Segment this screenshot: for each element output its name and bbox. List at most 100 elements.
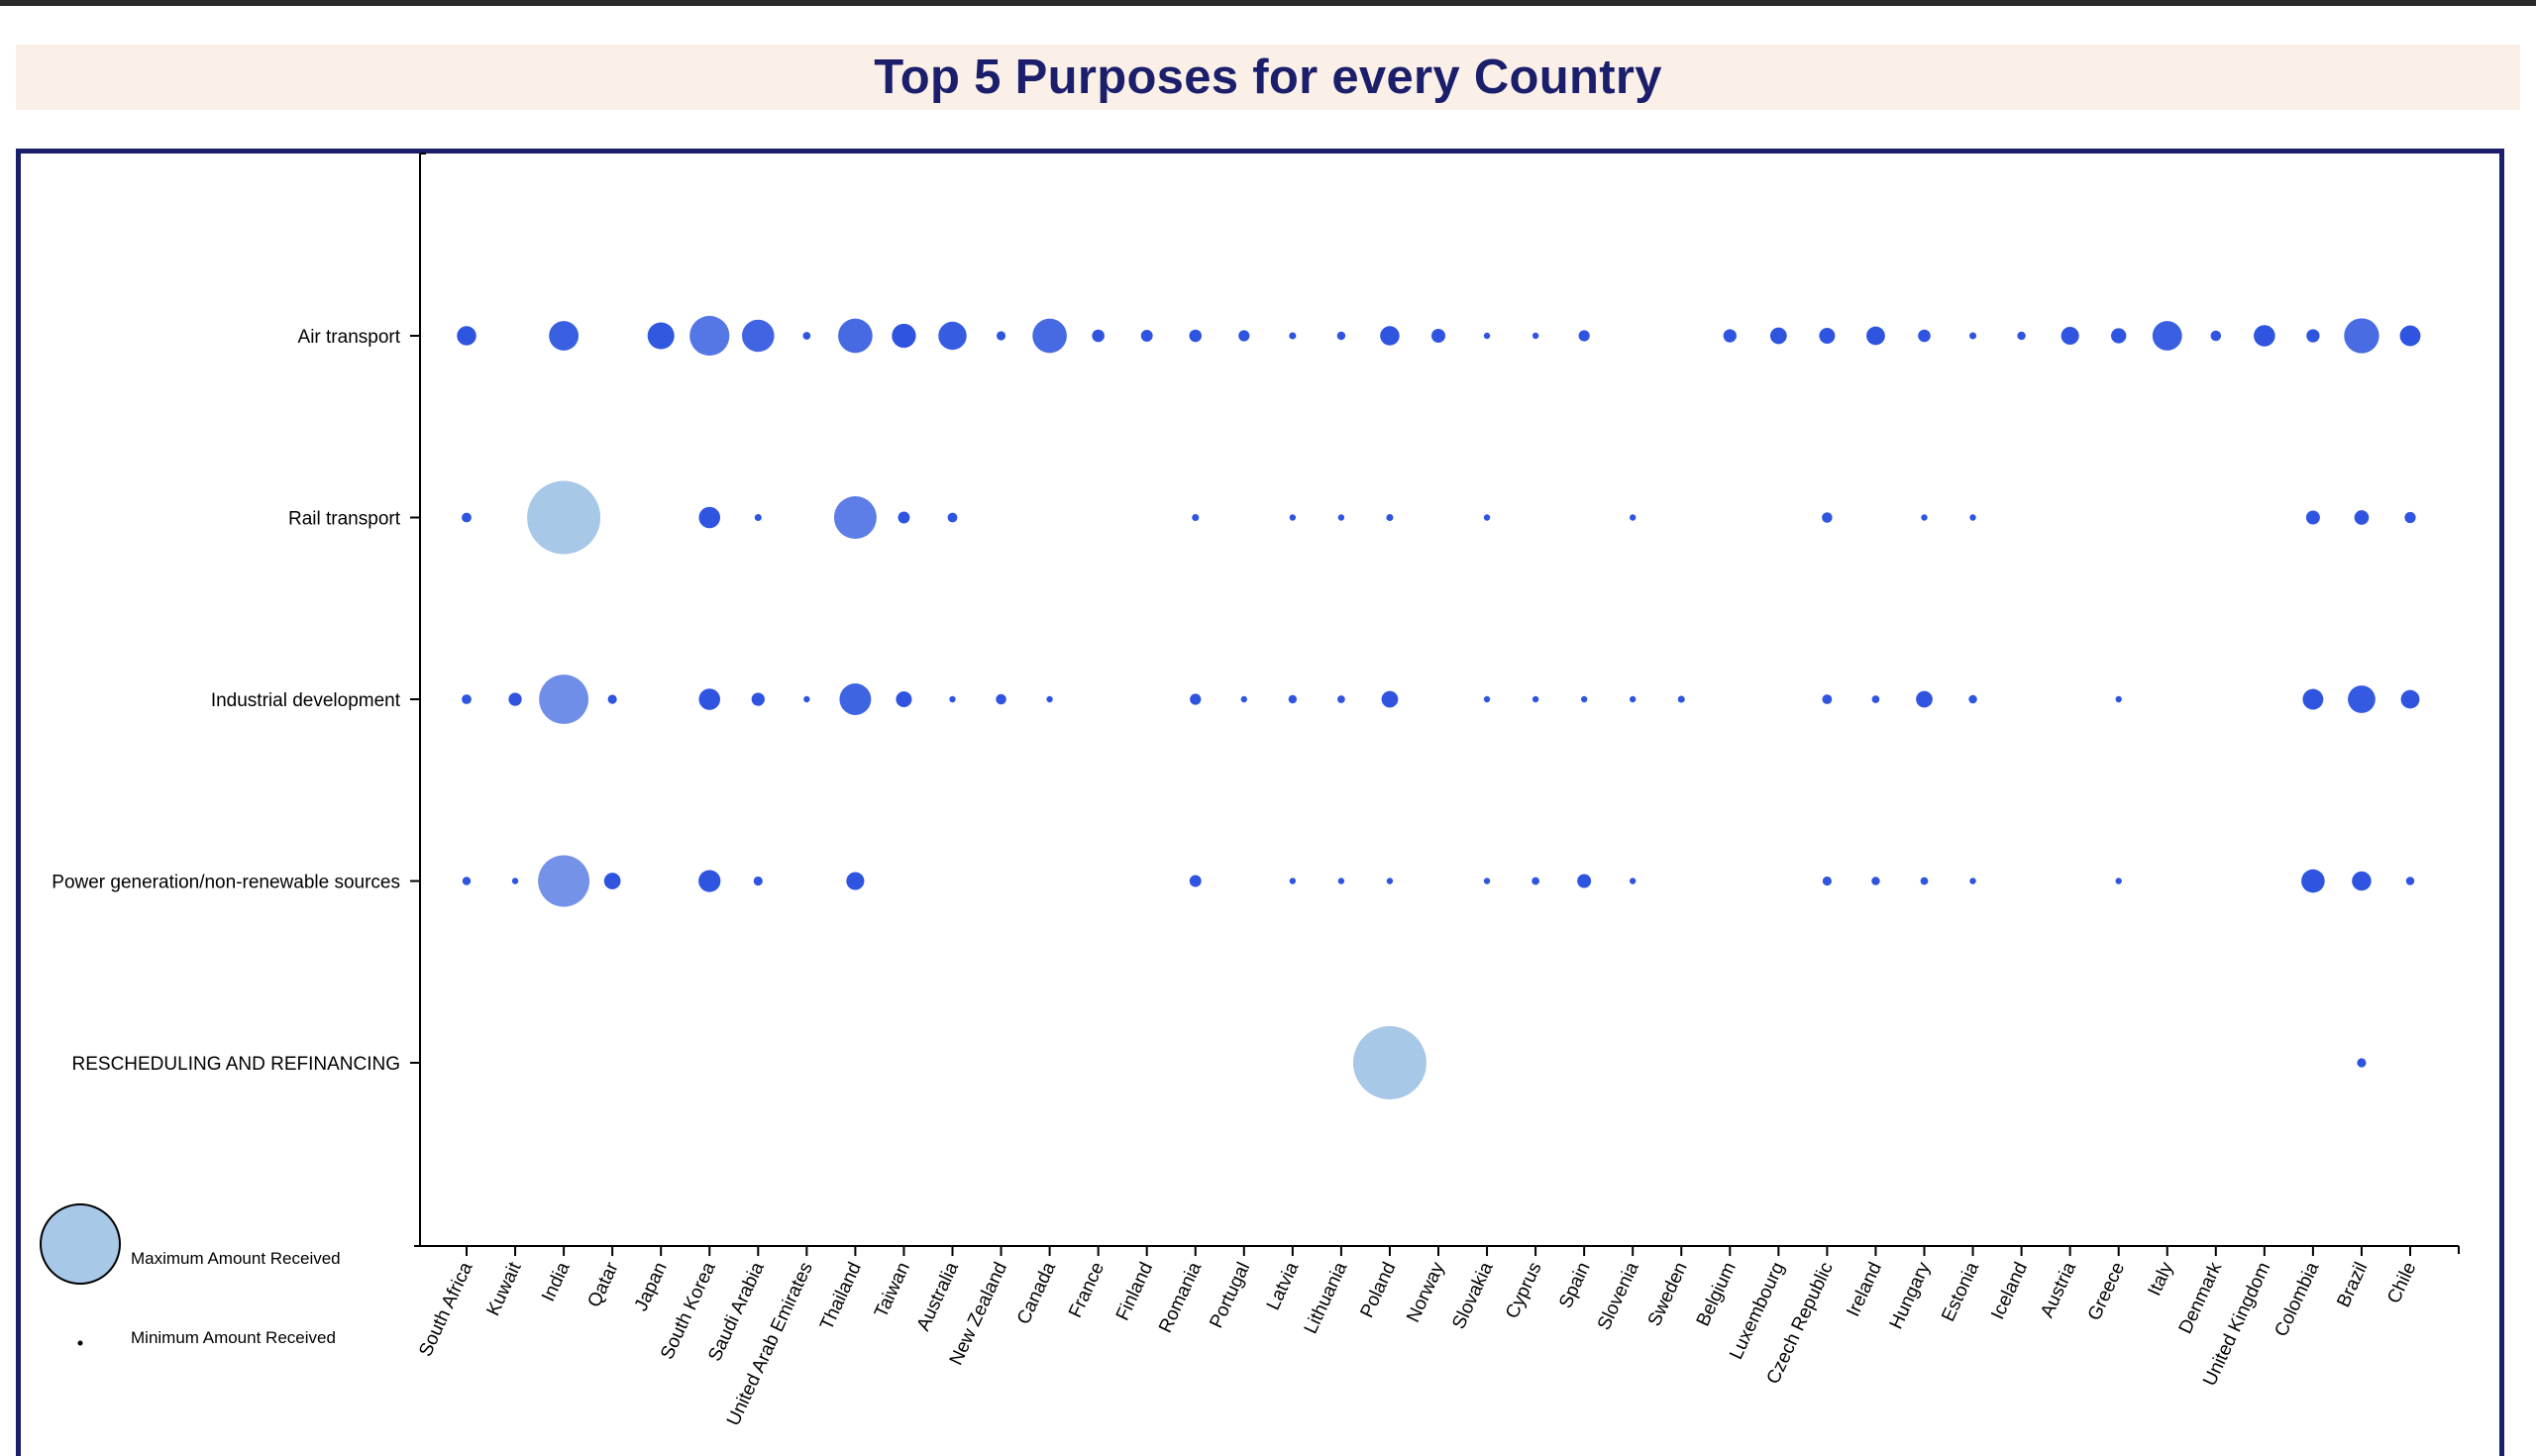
bubble[interactable] xyxy=(1871,695,1880,703)
bubble[interactable] xyxy=(996,693,1006,705)
bubble[interactable] xyxy=(753,876,763,886)
bubble[interactable] xyxy=(898,511,910,524)
bubble[interactable] xyxy=(2404,511,2416,524)
bubble[interactable] xyxy=(538,855,590,907)
bubble[interactable] xyxy=(996,331,1006,341)
bubble[interactable] xyxy=(833,496,877,539)
bubble[interactable] xyxy=(2357,1058,2367,1068)
bubble[interactable] xyxy=(1352,1026,1426,1099)
bubble[interactable] xyxy=(527,480,601,555)
bubble[interactable] xyxy=(698,506,721,529)
bubble[interactable] xyxy=(1289,332,1297,340)
bubble[interactable] xyxy=(1532,877,1539,885)
bubble[interactable] xyxy=(949,695,956,703)
bubble[interactable] xyxy=(892,323,916,349)
bubble[interactable] xyxy=(2306,329,2320,343)
bubble[interactable] xyxy=(462,877,472,885)
bubble[interactable] xyxy=(1190,693,1202,705)
bubble[interactable] xyxy=(689,315,730,357)
bubble[interactable] xyxy=(539,675,589,724)
bubble[interactable] xyxy=(2115,878,2122,884)
bubble[interactable] xyxy=(1819,327,1836,345)
bubble[interactable] xyxy=(549,321,580,351)
bubble[interactable] xyxy=(2400,689,2420,709)
bubble[interactable] xyxy=(2405,877,2415,885)
bubble[interactable] xyxy=(1386,878,1394,884)
bubble[interactable] xyxy=(2301,869,2325,893)
bubble[interactable] xyxy=(1386,513,1394,522)
bubble[interactable] xyxy=(754,513,762,522)
bubble[interactable] xyxy=(2060,326,2079,346)
bubble[interactable] xyxy=(2352,871,2372,891)
bubble[interactable] xyxy=(1822,512,1833,523)
bubble[interactable] xyxy=(1288,694,1298,704)
bubble[interactable] xyxy=(1920,877,1929,885)
bubble[interactable] xyxy=(1289,514,1297,521)
bubble[interactable] xyxy=(938,321,967,351)
bubble[interactable] xyxy=(1532,332,1539,340)
bubble[interactable] xyxy=(1969,332,1977,340)
bubble[interactable] xyxy=(2111,328,2127,344)
bubble[interactable] xyxy=(1916,690,1933,708)
bubble[interactable] xyxy=(2344,318,2379,354)
bubble[interactable] xyxy=(1769,327,1787,345)
bubble[interactable] xyxy=(1578,330,1590,342)
bubble[interactable] xyxy=(1483,514,1491,521)
bubble[interactable] xyxy=(1337,695,1345,703)
bubble[interactable] xyxy=(1189,875,1202,887)
bubble[interactable] xyxy=(1969,878,1976,884)
bubble[interactable] xyxy=(1240,695,1247,703)
bubble[interactable] xyxy=(462,694,472,704)
bubble[interactable] xyxy=(1921,514,1928,521)
bubble[interactable] xyxy=(2348,685,2376,713)
bubble[interactable] xyxy=(947,512,958,523)
bubble[interactable] xyxy=(802,332,811,340)
bubble[interactable] xyxy=(1380,326,1400,346)
bubble[interactable] xyxy=(1140,330,1153,342)
bubble[interactable] xyxy=(1822,876,1832,886)
bubble[interactable] xyxy=(2302,688,2324,710)
bubble[interactable] xyxy=(698,688,721,710)
bubble[interactable] xyxy=(1337,514,1345,521)
bubble[interactable] xyxy=(1918,329,1931,343)
bubble[interactable] xyxy=(698,870,721,892)
bubble[interactable] xyxy=(839,683,872,715)
bubble[interactable] xyxy=(838,318,873,354)
bubble[interactable] xyxy=(1630,695,1637,703)
bubble[interactable] xyxy=(1871,877,1880,885)
bubble[interactable] xyxy=(2152,321,2182,351)
bubble[interactable] xyxy=(751,692,765,706)
bubble[interactable] xyxy=(2354,510,2370,525)
bubble[interactable] xyxy=(1483,878,1491,884)
bubble[interactable] xyxy=(1336,331,1346,341)
bubble[interactable] xyxy=(1046,695,1053,703)
bubble[interactable] xyxy=(1238,330,1250,342)
bubble[interactable] xyxy=(603,873,621,889)
bubble[interactable] xyxy=(462,512,472,523)
bubble[interactable] xyxy=(2305,510,2320,525)
bubble[interactable] xyxy=(1822,694,1833,704)
bubble[interactable] xyxy=(1677,695,1685,703)
bubble[interactable] xyxy=(2254,325,2275,347)
bubble[interactable] xyxy=(1381,690,1399,708)
bubble[interactable] xyxy=(1577,874,1592,888)
bubble[interactable] xyxy=(2115,695,2122,703)
bubble[interactable] xyxy=(1431,329,1445,343)
bubble[interactable] xyxy=(1723,329,1737,343)
bubble[interactable] xyxy=(2210,330,2222,342)
bubble[interactable] xyxy=(1866,326,1885,346)
bubble[interactable] xyxy=(1580,695,1588,703)
bubble[interactable] xyxy=(1337,878,1345,884)
bubble[interactable] xyxy=(511,878,519,884)
bubble[interactable] xyxy=(2017,331,2026,341)
bubble[interactable] xyxy=(2399,325,2421,347)
bubble[interactable] xyxy=(1532,695,1539,703)
bubble[interactable] xyxy=(1189,329,1203,343)
bubble[interactable] xyxy=(1483,332,1491,340)
bubble[interactable] xyxy=(1092,329,1105,343)
bubble[interactable] xyxy=(1630,514,1637,521)
bubble[interactable] xyxy=(1968,694,1977,704)
bubble[interactable] xyxy=(1192,513,1200,522)
bubble[interactable] xyxy=(1630,878,1637,884)
bubble[interactable] xyxy=(1032,318,1067,354)
